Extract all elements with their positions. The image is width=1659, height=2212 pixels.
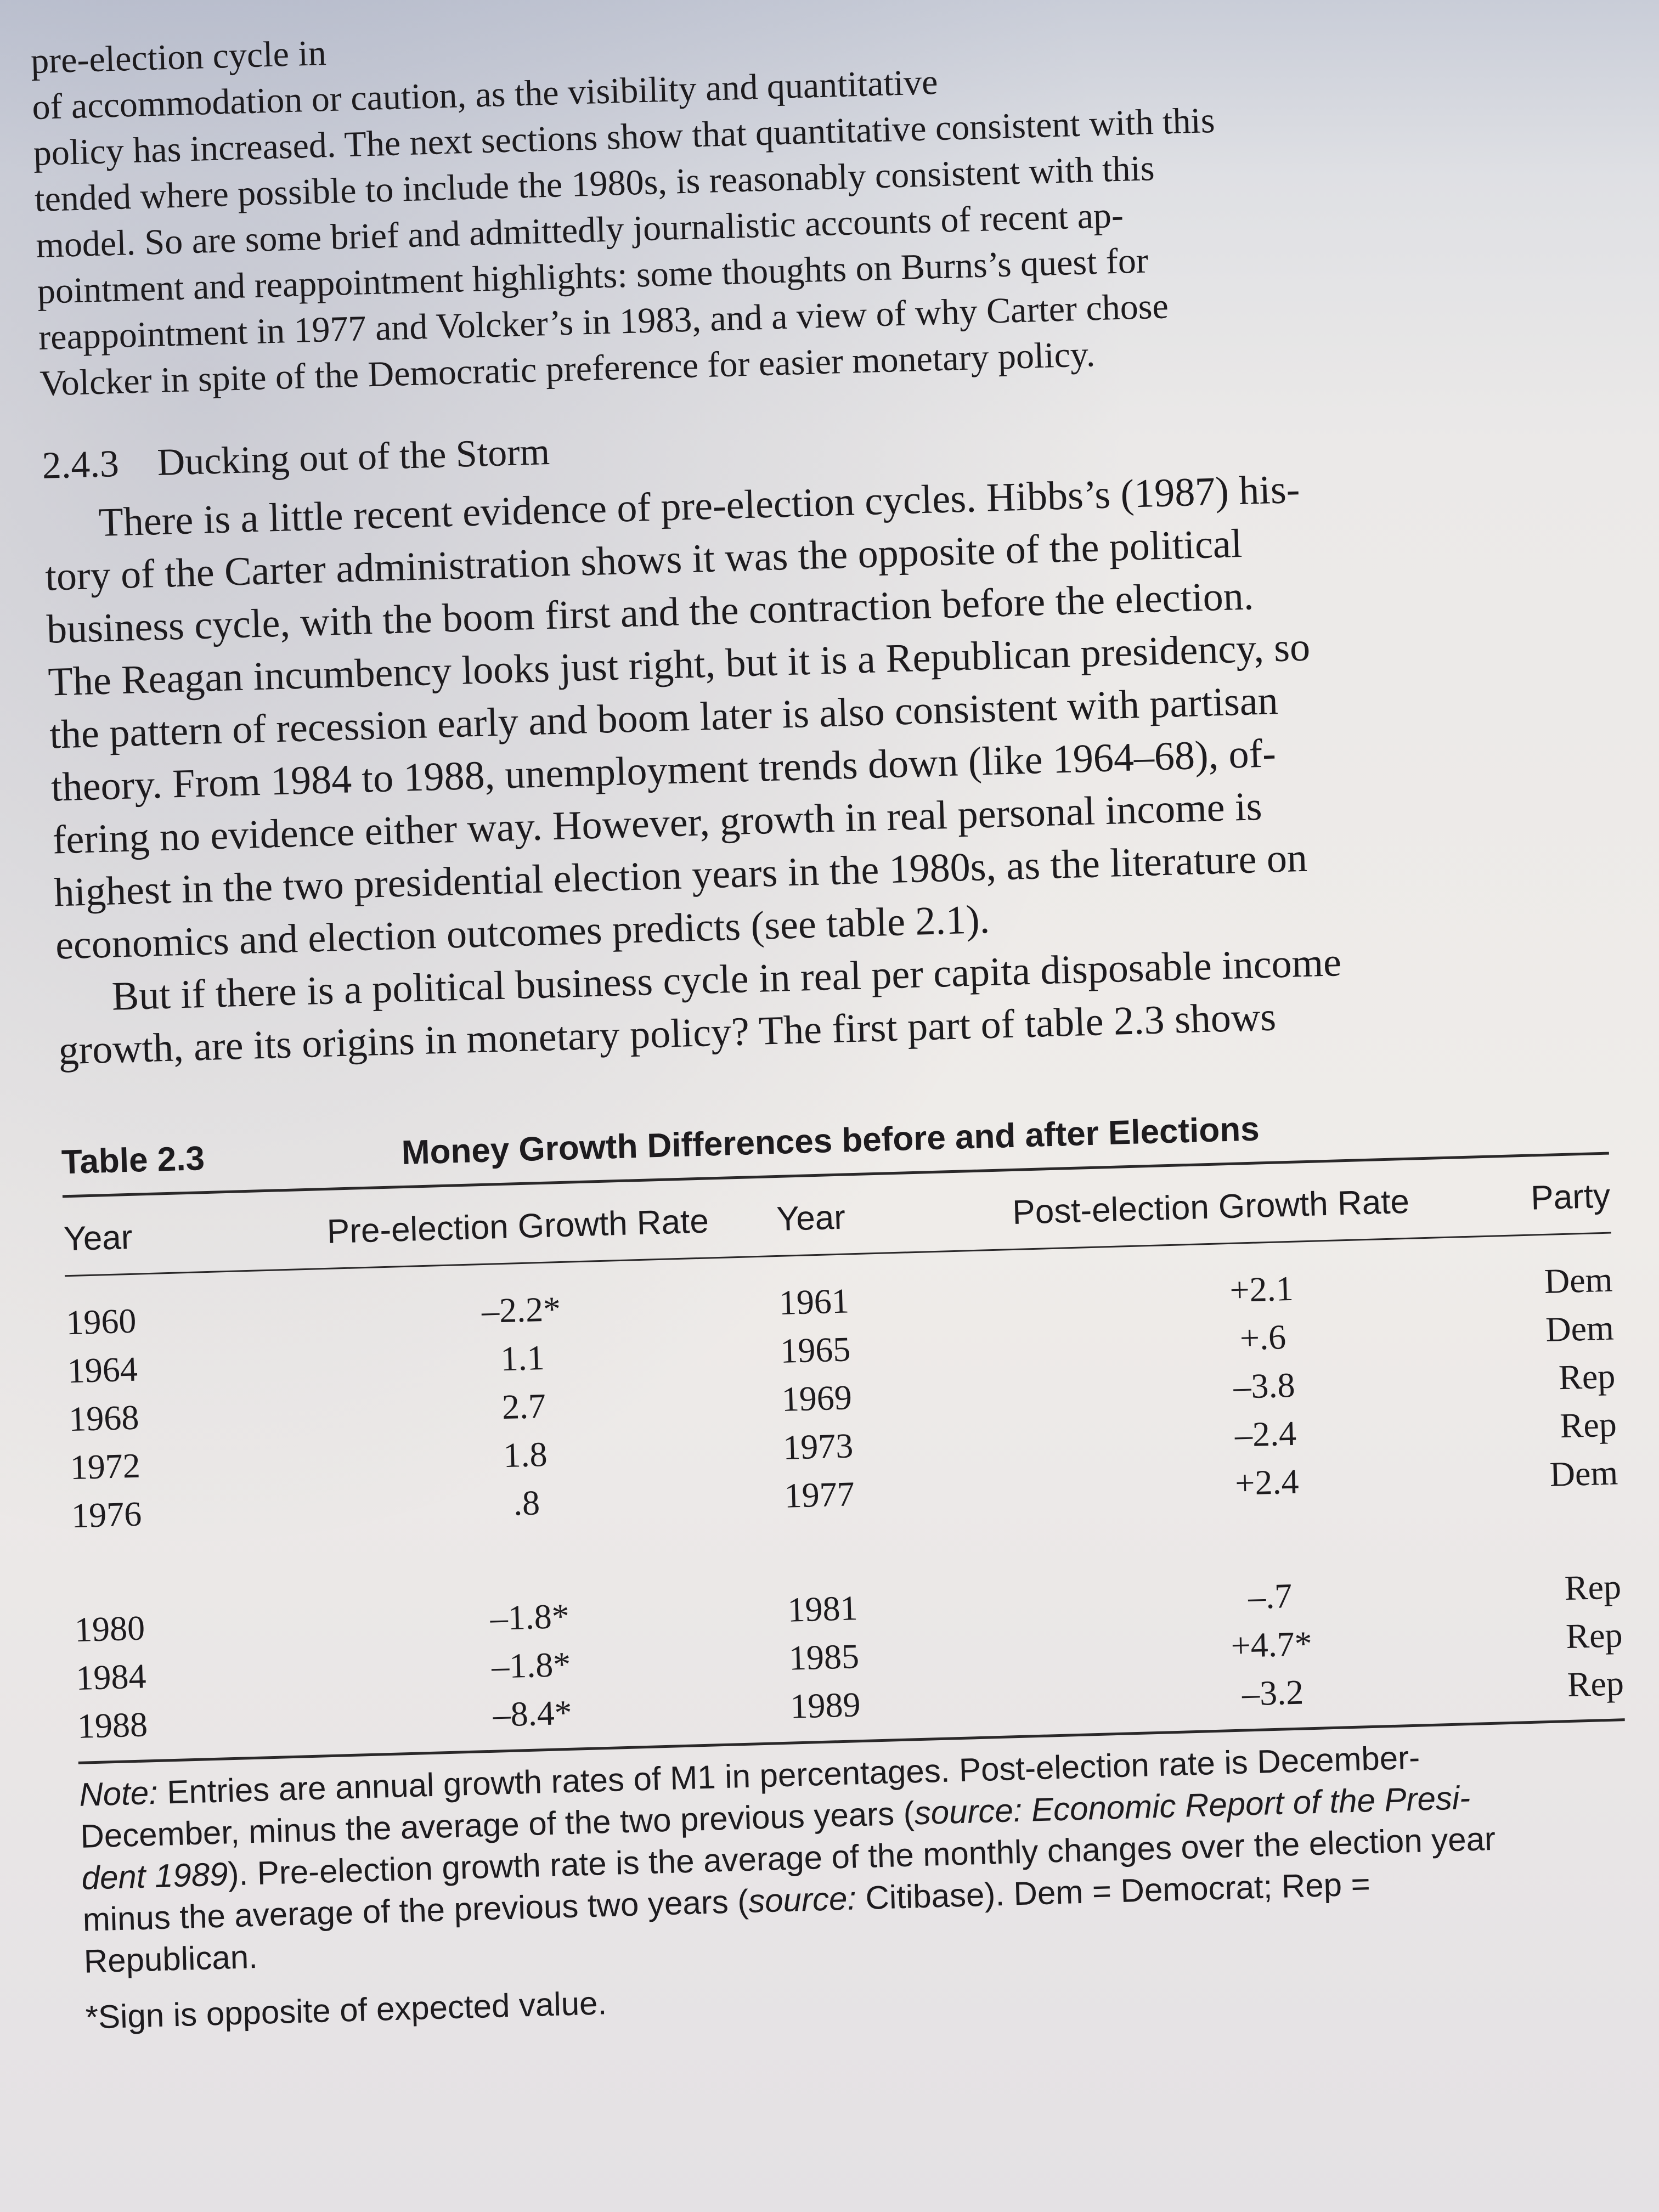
- cell-party: Dem: [1549, 1453, 1619, 1494]
- table-body: 1960 –2.2* 1961 +2.1 Dem 1964 1.1 1965 +…: [65, 1234, 1624, 1751]
- section-title: Ducking out of the Storm: [156, 431, 550, 484]
- cell-year: 1984: [75, 1656, 147, 1697]
- cell-post-year: 1981: [787, 1588, 859, 1629]
- cell-year: 1972: [69, 1446, 141, 1487]
- column-header-year: Year: [63, 1218, 133, 1259]
- cell-post-year: 1977: [783, 1474, 855, 1515]
- page-content: pre-election cycle in of accommodation o…: [30, 0, 1638, 2212]
- cell-party: Rep: [1559, 1404, 1617, 1446]
- cell-post-year: 1989: [789, 1685, 861, 1726]
- cell-party: Rep: [1558, 1356, 1616, 1397]
- table-note: Note: Entries are annual growth rates of…: [78, 1731, 1632, 2039]
- cell-post-year: 1965: [780, 1329, 851, 1370]
- cell-year: 1988: [76, 1705, 148, 1746]
- note-source: source:: [748, 1880, 857, 1920]
- table-label: Table 2.3: [61, 1139, 205, 1182]
- cell-party: Dem: [1543, 1260, 1613, 1301]
- column-header-post-election: Post-election Growth Rate: [1012, 1182, 1410, 1232]
- cell-party: Dem: [1545, 1308, 1615, 1349]
- cell-year: 1960: [65, 1301, 137, 1342]
- cell-party: Rep: [1564, 1567, 1622, 1608]
- cell-post-year: 1969: [781, 1378, 853, 1419]
- cell-year: 1964: [66, 1349, 138, 1391]
- money-growth-table: Table 2.3 Money Growth Differences befor…: [61, 1099, 1632, 2039]
- column-header-pre-election: Pre-election Growth Rate: [326, 1202, 709, 1251]
- cell-party: Rep: [1566, 1663, 1624, 1705]
- column-header-party: Party: [1530, 1177, 1611, 1217]
- cell-post-year: 1961: [778, 1281, 850, 1322]
- section-number: 2.4.3: [41, 442, 120, 487]
- table-title: Money Growth Differences before and afte…: [401, 1110, 1260, 1172]
- cell-year: 1980: [74, 1608, 145, 1650]
- cell-party: Rep: [1565, 1615, 1623, 1656]
- intro-paragraph: pre-election cycle in of accommodation o…: [30, 0, 1587, 407]
- note-source: dent 1989: [81, 1855, 229, 1897]
- cell-year: 1968: [68, 1397, 140, 1439]
- note-label: Note:: [78, 1774, 159, 1813]
- cell-post-year: 1973: [782, 1426, 854, 1467]
- cell-year: 1976: [71, 1494, 143, 1536]
- column-header-post-year: Year: [776, 1198, 846, 1238]
- cell-post-year: 1985: [788, 1637, 860, 1678]
- paragraph-one: There is a little recent evidence of pre…: [43, 455, 1602, 972]
